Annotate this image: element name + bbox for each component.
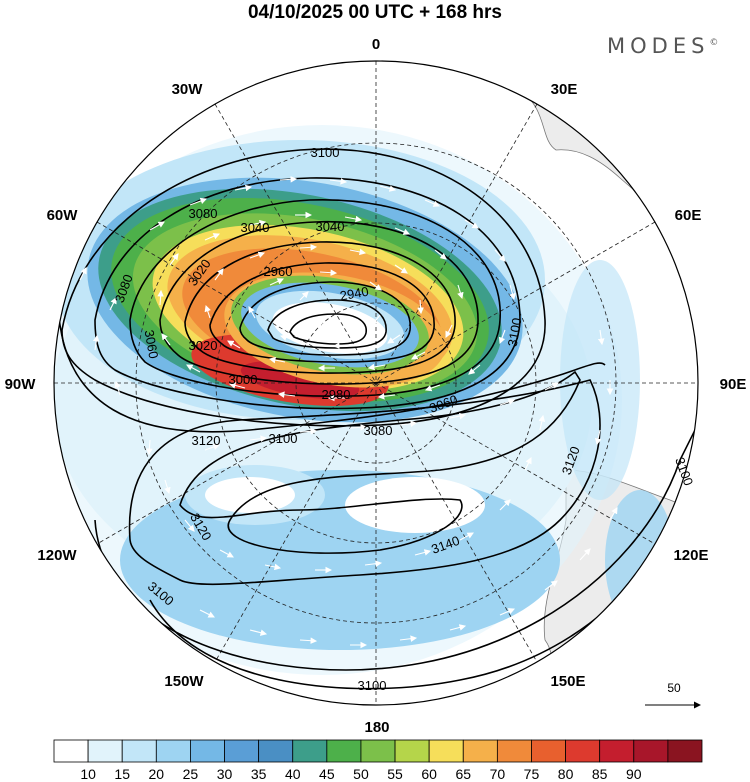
contour-label: 2980 xyxy=(322,387,351,402)
colorbar-swatch xyxy=(53,739,89,763)
modes-logo: MODES© xyxy=(607,34,718,58)
contour-label: 3000 xyxy=(229,372,258,387)
colorbar-swatch xyxy=(599,739,635,763)
colorbar-swatch xyxy=(565,739,601,763)
colorbar: 10 15 20 25 30 35 40 45 50 55 60 65 70 75 80 85 90 xyxy=(53,739,703,782)
colorbar-swatch xyxy=(326,739,362,763)
map-boundary xyxy=(53,60,699,706)
colorbar-label: 90 xyxy=(626,766,642,782)
contour-label: 3100 xyxy=(311,145,340,160)
contour-label: 3080 xyxy=(189,206,218,221)
contour-label: 2960 xyxy=(264,264,293,279)
colorbar-label: 85 xyxy=(592,766,608,782)
lon-label-60w: 60W xyxy=(47,207,79,224)
colorbar-label: 80 xyxy=(558,766,574,782)
contour-label: 3020 xyxy=(189,338,218,353)
longitude-labels: 0 30E 60E 90E 120E 150E 180 150W 120W 90… xyxy=(5,36,747,736)
contour-label: 2940 xyxy=(339,284,370,304)
contour-label: 3040 xyxy=(316,219,345,234)
colorbar-label: 65 xyxy=(455,766,471,782)
colorbar-swatch xyxy=(360,739,396,763)
colorbar-swatch xyxy=(667,739,703,763)
contour-label: 3060 xyxy=(142,329,162,360)
colorbar-label: 20 xyxy=(149,766,165,782)
colorbar-swatch xyxy=(155,739,191,763)
colorbar-label: 35 xyxy=(251,766,267,782)
lon-label-120w: 120W xyxy=(37,547,77,564)
colorbar-label: 15 xyxy=(114,766,130,782)
contour-label: 3100 xyxy=(269,431,298,446)
colorbar-swatch xyxy=(190,739,225,763)
lon-label-30w: 30W xyxy=(172,81,204,98)
colorbar-swatch xyxy=(633,739,669,763)
colorbar-swatch xyxy=(258,739,294,763)
colorbar-swatch xyxy=(224,739,260,763)
reference-label: 50 xyxy=(667,681,681,695)
contour-label: 3080 xyxy=(364,423,393,438)
colorbar-swatch xyxy=(292,739,328,763)
contour-label: 3040 xyxy=(241,220,270,235)
brand-mark: © xyxy=(709,38,719,48)
lon-label-180: 180 xyxy=(364,719,389,736)
colorbar-swatch xyxy=(462,739,498,763)
colorbar-label: 75 xyxy=(524,766,540,782)
lon-label-60e: 60E xyxy=(675,207,702,224)
colorbar-label: 25 xyxy=(183,766,199,782)
brand-text: MODES xyxy=(607,34,710,58)
lon-label-30e: 30E xyxy=(551,81,578,98)
colorbar-swatch xyxy=(394,739,430,763)
colorbar-label: 45 xyxy=(319,766,335,782)
colorbar-label: 55 xyxy=(387,766,403,782)
colorbar-label: 70 xyxy=(490,766,506,782)
lon-label-150w: 150W xyxy=(164,673,204,690)
colorbar-label: 10 xyxy=(80,766,96,782)
contour-label: 3100 xyxy=(505,317,525,348)
lon-label-0: 0 xyxy=(372,36,380,53)
wind-reference-vector: 50 xyxy=(645,681,701,709)
contour-label: 3120 xyxy=(192,433,221,448)
colorbar-swatch xyxy=(121,739,157,763)
lon-label-150e: 150E xyxy=(550,673,585,690)
colorbar-swatch xyxy=(496,739,532,763)
colorbar-label: 40 xyxy=(285,766,301,782)
colorbar-swatch xyxy=(428,739,464,763)
colorbar-swatch xyxy=(87,739,123,763)
colorbar-label: 60 xyxy=(421,766,437,782)
contour-label: 3100 xyxy=(358,678,387,693)
colorbar-label: 50 xyxy=(353,766,369,782)
map-title: 04/10/2025 00 UTC + 168 hrs xyxy=(247,2,503,23)
lon-label-90w: 90W xyxy=(5,376,37,393)
wind-vectors xyxy=(79,108,637,649)
colorbar-swatch xyxy=(531,739,566,763)
colorbar-label: 30 xyxy=(217,766,233,782)
map-disc xyxy=(54,61,698,705)
lon-label-90e: 90E xyxy=(720,376,747,393)
lon-label-120e: 120E xyxy=(673,547,708,564)
height-contours xyxy=(57,148,698,690)
